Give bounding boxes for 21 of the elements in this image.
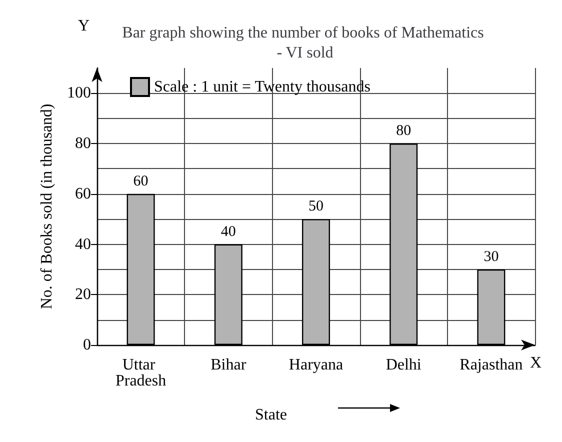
text: Y <box>78 18 90 34</box>
x-tick-label: Bihar <box>210 356 247 374</box>
x-tick-label: Rajasthan <box>460 356 523 374</box>
y-axis-title: No. of Books sold (in thousand) <box>38 104 56 310</box>
x-tick-label: Uttar Pradesh <box>115 356 166 390</box>
y-tick-label: 60 <box>75 185 91 202</box>
x-axis-title: State <box>255 406 287 424</box>
data-label: 50 <box>308 198 324 215</box>
y-tick-label: 40 <box>75 236 91 253</box>
y-tick-label: 0 <box>83 336 91 354</box>
y-tick-label: 100 <box>67 84 91 102</box>
data-label: 80 <box>396 123 412 140</box>
chart-title: Bar graph showing the number of books of Mathematics - VI sold <box>122 24 488 62</box>
x-tick-label: Haryana <box>288 356 344 374</box>
text: X <box>530 354 542 372</box>
data-label: 60 <box>133 173 148 190</box>
y-tick-label: 80 <box>75 135 91 152</box>
data-label: 40 <box>220 224 236 240</box>
y-tick-label: 20 <box>75 286 91 304</box>
x-tick-label: Delhi <box>386 356 422 374</box>
data-label: 30 <box>484 248 499 265</box>
